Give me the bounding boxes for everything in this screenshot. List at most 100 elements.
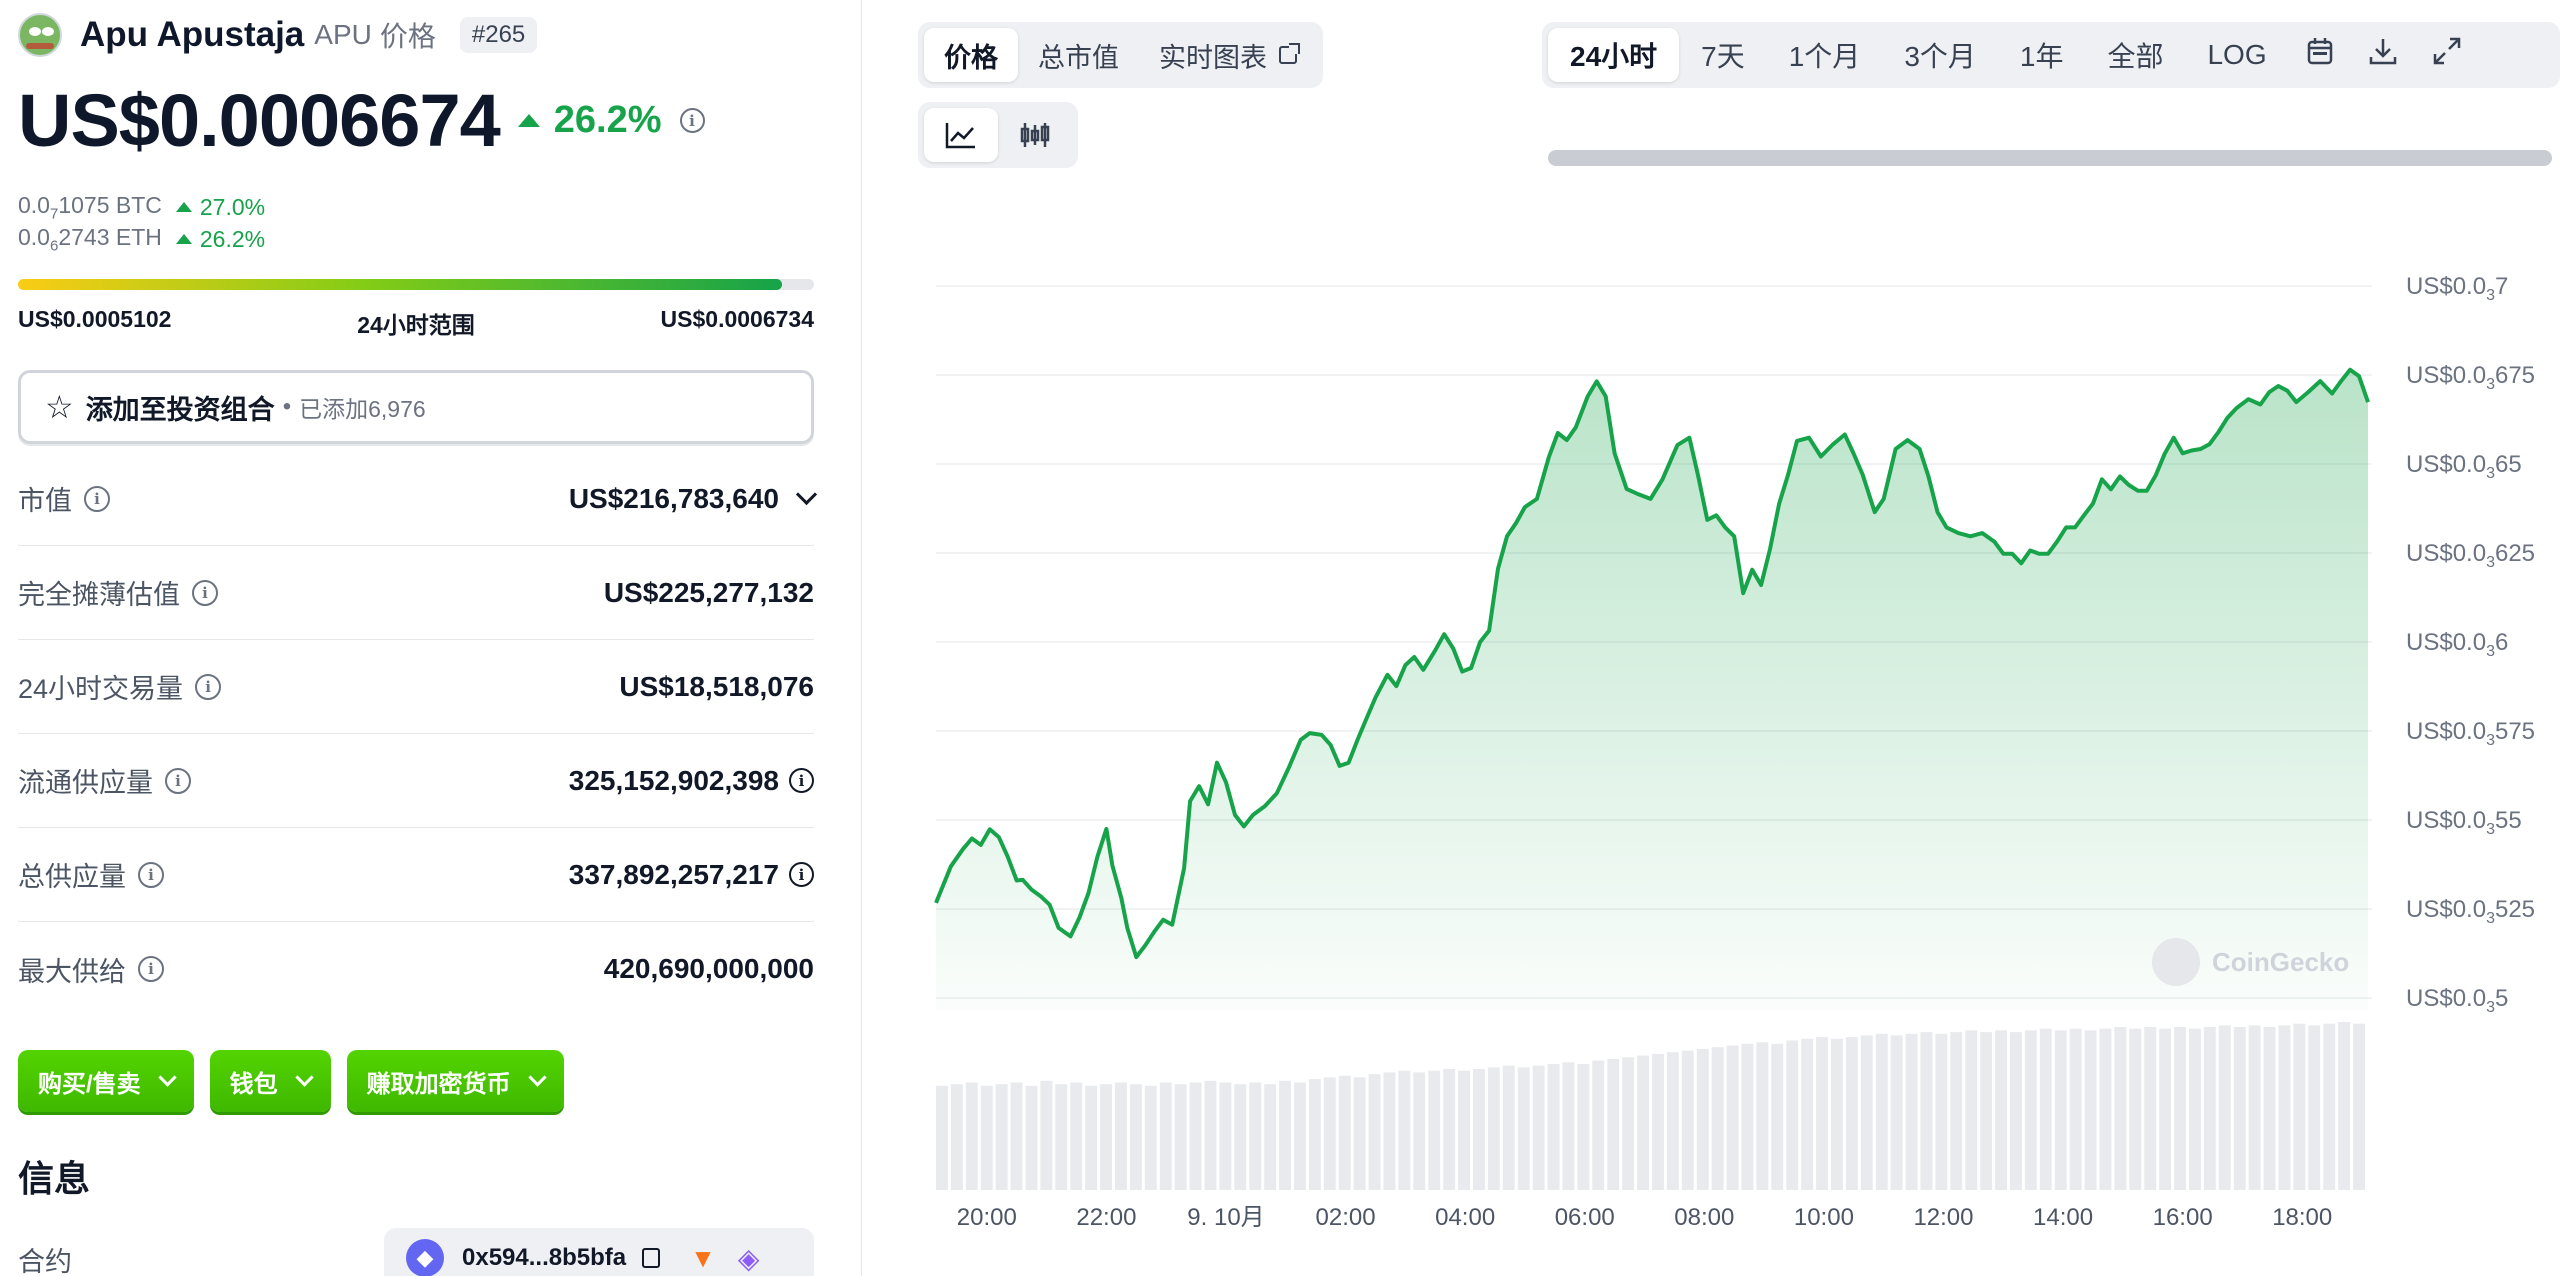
volume-bar (1502, 1065, 1515, 1190)
volume-bar (1652, 1053, 1664, 1190)
edit-icon[interactable]: ◈ (737, 1242, 760, 1274)
volume-bar (1085, 1085, 1098, 1190)
volume-bar (1935, 1033, 1948, 1190)
info-icon[interactable]: i (789, 768, 814, 793)
gecko-icon (2152, 938, 2200, 986)
coingecko-watermark: CoinGecko (2152, 938, 2349, 986)
volume-bar (1443, 1069, 1456, 1190)
watermark-text: CoinGecko (2212, 947, 2349, 977)
stats-table: 市值 i US$216,783,640 完全摊薄估值 i US$225,277,13… (18, 452, 818, 1016)
volume-bar (1860, 1035, 1873, 1190)
volume-bar (1771, 1043, 1784, 1190)
range-7d[interactable]: 7天 (1701, 41, 1745, 72)
volume-bar (2338, 1022, 2351, 1190)
tab-market-cap[interactable]: 总市值 (1038, 42, 1119, 73)
volume-bar (1144, 1085, 1157, 1190)
info-icon[interactable]: i (84, 485, 110, 512)
info-icon[interactable]: i (192, 579, 218, 606)
stat-row-circulating-supply: 流通供应量 i 325,152,902,398 i (18, 734, 814, 828)
stat-value: 420,690,000,000 (603, 953, 814, 984)
volume-bar (1607, 1059, 1620, 1190)
volume-bar (965, 1082, 978, 1190)
volume-bar (2054, 1030, 2067, 1190)
volume-bar (2218, 1025, 2231, 1190)
info-icon[interactable]: i (138, 956, 164, 982)
x-tick-label: 18:00 (2272, 1204, 2332, 1231)
volume-bar (1055, 1084, 1068, 1190)
info-icon[interactable]: i (165, 767, 191, 794)
volume-bar (1115, 1082, 1127, 1190)
range-1y[interactable]: 1年 (2019, 41, 2064, 72)
range-low: US$0.0005102 (18, 306, 172, 332)
line-chart-button[interactable] (924, 108, 998, 162)
volume-bar (1950, 1032, 1963, 1190)
earn-crypto-button[interactable]: 赚取加密货币 (346, 1050, 564, 1112)
up-arrow-icon (175, 202, 192, 213)
volume-bar (2084, 1030, 2097, 1190)
calendar-icon[interactable] (2289, 37, 2351, 73)
rank-badge: #265 (459, 17, 538, 53)
volume-bar (1786, 1040, 1799, 1190)
tab-live-chart[interactable]: 实时图表 (1139, 28, 1317, 82)
market-cap-dropdown[interactable]: US$216,783,640 (569, 483, 818, 515)
chart-scrollbar[interactable] (1548, 150, 2552, 166)
btc-price: 0.071075 BTC (18, 192, 162, 223)
range-bar-fill (18, 279, 783, 290)
tab-price[interactable]: 价格 (924, 28, 1018, 82)
volume-bar (1308, 1079, 1321, 1190)
volume-bar (2024, 1030, 2037, 1190)
info-icon[interactable]: i (195, 673, 222, 700)
stat-label: 完全摊薄估值 (18, 580, 180, 610)
volume-bar (1264, 1084, 1277, 1190)
price-area (936, 369, 2368, 1010)
volume-bar (1100, 1084, 1112, 1190)
candlestick-button[interactable] (998, 108, 1072, 162)
add-to-portfolio-button[interactable]: ☆ 添加至投资组合 • 已添加6,976 (18, 370, 814, 444)
y-axis: US$0.037 US$0.03675 US$0.0365 US$0.03625 US$… (2406, 273, 2535, 1016)
stat-value: US$18,518,076 (619, 670, 814, 702)
info-icon[interactable]: i (138, 861, 164, 888)
volume-bar (2278, 1025, 2291, 1190)
expand-icon[interactable] (2415, 37, 2479, 73)
range-log[interactable]: LOG (2207, 39, 2267, 70)
copy-icon[interactable] (642, 1248, 661, 1268)
info-section-title: 信息 (18, 1158, 91, 1199)
eth-price: 0.062743 ETH (18, 224, 162, 255)
contract-address-pill[interactable]: ◆ 0x594...8b5bfa ▼ ◈ (384, 1228, 814, 1276)
volume-bar (936, 1085, 948, 1190)
contract-label: 合约 (18, 1247, 72, 1276)
volume-bar (1816, 1037, 1828, 1190)
action-buttons: 购买/售卖 钱包 赚取加密货币 (18, 1050, 564, 1112)
volume-bar (2099, 1028, 2112, 1190)
range-labels: US$0.0005102 24小时范围 US$0.0006734 (18, 306, 814, 340)
info-icon[interactable]: i (789, 862, 814, 887)
price-change-value: 26.2% (553, 99, 662, 141)
range-24h[interactable]: 24小时 (1548, 28, 1680, 82)
volume-bar (2114, 1027, 2127, 1190)
range-1m[interactable]: 1个月 (1788, 41, 1861, 72)
buy-sell-button[interactable]: 购买/售卖 (18, 1050, 194, 1112)
volume-bar (1995, 1030, 2007, 1190)
stat-label: 总供应量 (18, 862, 126, 892)
info-icon[interactable]: i (679, 108, 705, 133)
x-tick-label: 22:00 (1076, 1204, 1136, 1231)
stat-label: 流通供应量 (18, 768, 153, 798)
wallet-button[interactable]: 钱包 (209, 1050, 331, 1112)
range-high: US$0.0006734 (660, 306, 814, 332)
volume-bar (980, 1085, 993, 1190)
line-chart-icon (945, 123, 975, 149)
volume-bar (1338, 1075, 1351, 1190)
btc-price-row: 0.071075 BTC 27.0% (18, 192, 265, 223)
range-all[interactable]: 全部 (2107, 41, 2164, 72)
stat-value: US$225,277,132 (603, 576, 814, 608)
volume-bar (1801, 1038, 1814, 1190)
volume-bar (1831, 1038, 1843, 1190)
download-icon[interactable] (2351, 37, 2415, 73)
price-change-24h: 26.2% (517, 99, 662, 142)
volume-bar (1726, 1045, 1739, 1190)
x-tick-label: 20:00 (957, 1204, 1017, 1231)
metamask-icon[interactable]: ▼ (690, 1242, 716, 1273)
volume-bar (1547, 1064, 1560, 1190)
range-3m[interactable]: 3个月 (1904, 41, 1976, 72)
